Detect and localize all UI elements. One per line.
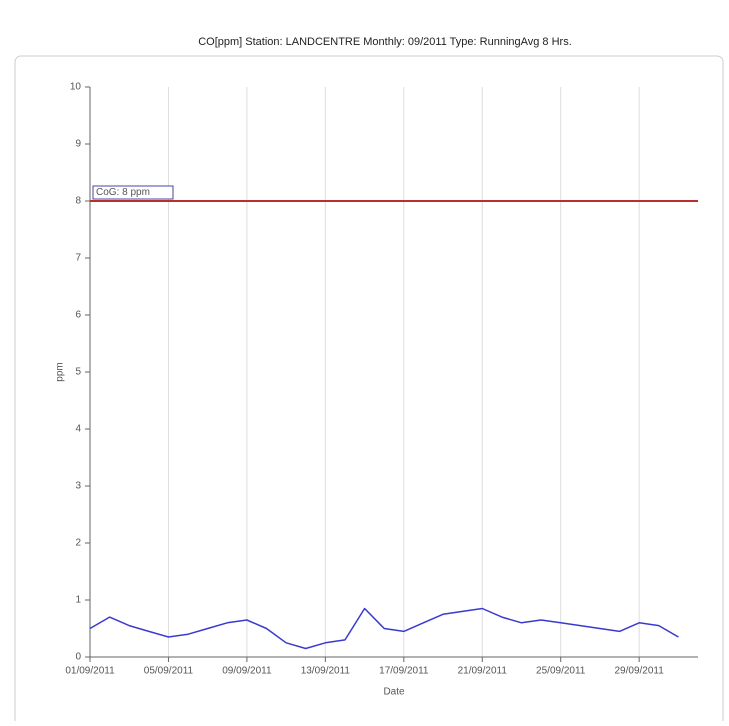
threshold-label: CoG: 8 ppm bbox=[96, 187, 150, 198]
x-tick-label: 29/09/2011 bbox=[615, 666, 665, 677]
data-line bbox=[89, 607, 679, 650]
y-tick-label: 8 bbox=[75, 196, 81, 207]
y-axis-label: ppm bbox=[55, 362, 66, 381]
y-tick-label: 9 bbox=[75, 139, 81, 150]
y-tick-label: 6 bbox=[75, 310, 81, 321]
y-tick-label: 3 bbox=[75, 481, 81, 492]
y-tick-label: 7 bbox=[75, 253, 81, 264]
y-tick-label: 10 bbox=[70, 82, 82, 93]
y-tick-label: 1 bbox=[75, 595, 81, 606]
x-tick-label: 09/09/2011 bbox=[222, 666, 272, 677]
x-tick-label: 05/09/2011 bbox=[144, 666, 194, 677]
x-tick-label: 17/09/2011 bbox=[379, 666, 429, 677]
y-tick-label: 4 bbox=[75, 424, 81, 435]
x-axis-label: Date bbox=[383, 687, 405, 698]
x-tick-label: 13/09/2011 bbox=[301, 666, 351, 677]
x-tick-label: 21/09/2011 bbox=[458, 666, 508, 677]
y-tick-label: 0 bbox=[75, 652, 81, 663]
y-tick-label: 2 bbox=[75, 538, 81, 549]
threshold-label-box bbox=[92, 185, 174, 200]
x-tick-label: 25/09/2011 bbox=[536, 666, 586, 677]
chart-title: CO[ppm] Station: LANDCENTRE Monthly: 09/… bbox=[198, 36, 572, 48]
x-tick-label: 01/09/2011 bbox=[65, 666, 115, 677]
y-tick-label: 5 bbox=[75, 367, 81, 378]
chart-card bbox=[14, 55, 724, 726]
